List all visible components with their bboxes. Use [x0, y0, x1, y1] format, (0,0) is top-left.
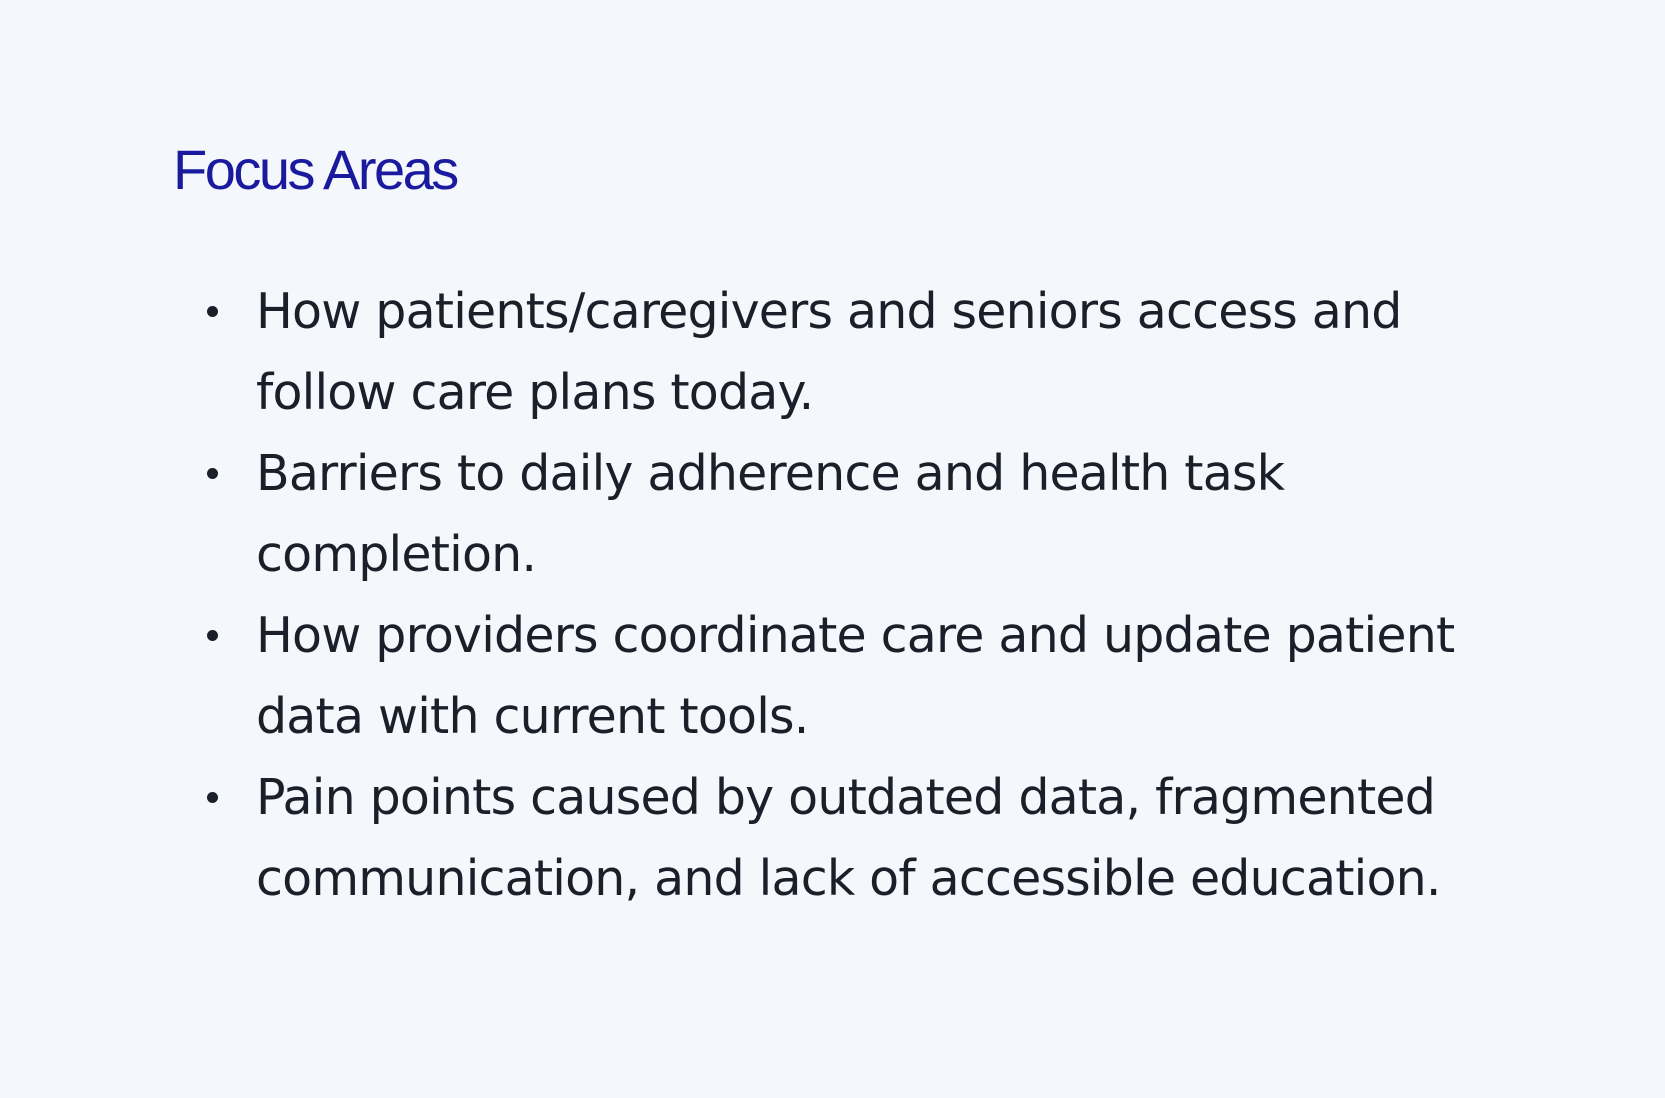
focus-areas-section: Focus Areas How patients/caregivers and … — [173, 130, 1493, 907]
list-item: How patients/caregivers and seniors acce… — [173, 271, 1493, 433]
list-item: Pain points caused by outdated data, fra… — [173, 757, 1493, 919]
focus-list: How patients/caregivers and seniors acce… — [173, 271, 1493, 919]
list-item-text: How providers coordinate care and update… — [256, 607, 1455, 745]
bullet-icon — [207, 306, 218, 317]
bullet-icon — [207, 630, 218, 641]
section-title: Focus Areas — [173, 138, 459, 201]
list-item-text: Pain points caused by outdated data, fra… — [256, 769, 1441, 907]
bullet-icon — [207, 468, 218, 479]
bullet-icon — [207, 792, 218, 803]
list-item: How providers coordinate care and update… — [173, 595, 1493, 757]
list-item: Barriers to daily adherence and health t… — [173, 433, 1493, 595]
list-item-text: How patients/caregivers and seniors acce… — [256, 283, 1402, 421]
list-item-text: Barriers to daily adherence and health t… — [256, 445, 1285, 583]
